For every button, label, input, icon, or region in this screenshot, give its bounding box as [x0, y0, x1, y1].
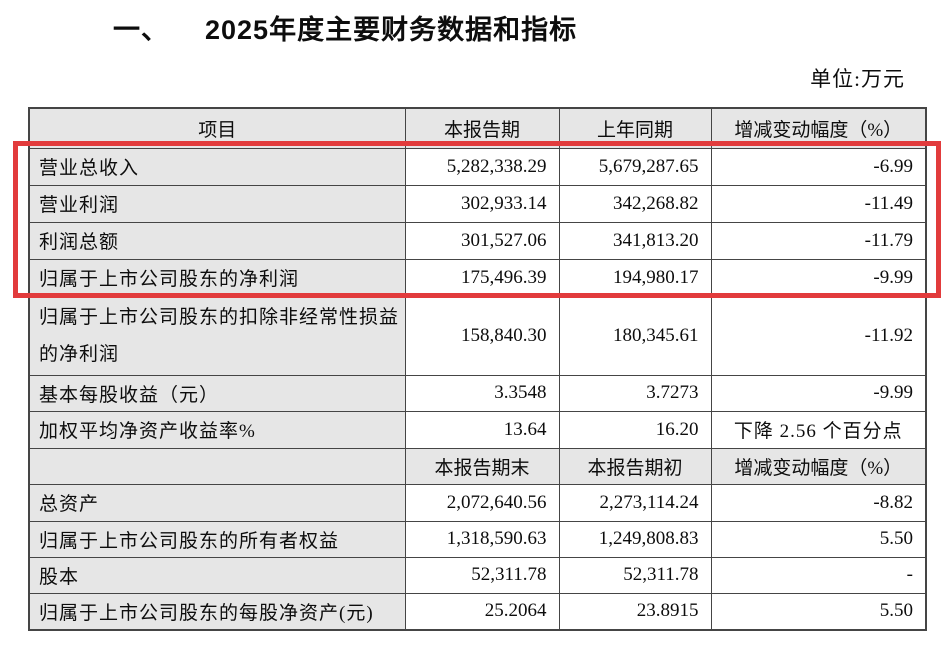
- section-title-text: 2025年度主要财务数据和指标: [205, 15, 578, 45]
- table-row: 股本 52,311.78 52,311.78 -: [28, 556, 927, 594]
- header-item: 项目: [28, 107, 406, 149]
- row-prior-value: 180,345.61: [558, 295, 712, 376]
- financial-data-table: 项目 本报告期 上年同期 增减变动幅度（%） 营业总收入 5,282,338.2…: [28, 107, 927, 632]
- row-prior-value: 194,980.17: [558, 258, 712, 297]
- row-label: 营业总收入: [28, 147, 406, 186]
- table-row: 归属于上市公司股东的净利润 175,496.39 194,980.17 -9.9…: [28, 258, 927, 297]
- row-current-value: 13.64: [404, 410, 560, 449]
- row-prior-value: 16.20: [558, 410, 712, 449]
- table-row: 归属于上市公司股东的每股净资产(元) 25.2064 23.8915 5.50: [28, 592, 927, 631]
- row-label: 归属于上市公司股东的扣除非经常性损益的净利润: [28, 295, 406, 376]
- table-row: 加权平均净资产收益率% 13.64 16.20 下降 2.56 个百分点: [28, 410, 927, 449]
- row-change-value: 5.50: [710, 592, 927, 631]
- row-change-value: -11.79: [710, 221, 927, 260]
- section-title: 一、 2025年度主要财务数据和指标: [113, 14, 577, 46]
- row-current-value: 158,840.30: [404, 295, 560, 376]
- row-change-value: 下降 2.56 个百分点: [710, 410, 927, 449]
- header-prior-period: 上年同期: [558, 107, 712, 149]
- header-period-end: 本报告期末: [404, 447, 560, 485]
- row-label: 加权平均净资产收益率%: [28, 410, 406, 449]
- row-current-value: 1,318,590.63: [404, 520, 560, 558]
- row-change-value: 5.50: [710, 520, 927, 558]
- row-label: 归属于上市公司股东的所有者权益: [28, 520, 406, 558]
- row-change-value: -: [710, 556, 927, 594]
- table-header-row-period: 项目 本报告期 上年同期 增减变动幅度（%）: [28, 107, 927, 149]
- row-label: 利润总额: [28, 221, 406, 260]
- row-prior-value: 341,813.20: [558, 221, 712, 260]
- row-prior-value: 2,273,114.24: [558, 483, 712, 522]
- table-row: 基本每股收益（元） 3.3548 3.7273 -9.99: [28, 374, 927, 412]
- row-label: 基本每股收益（元）: [28, 374, 406, 412]
- row-label: 总资产: [28, 483, 406, 522]
- unit-label: 单位:万元: [810, 67, 905, 91]
- table-row: 归属于上市公司股东的扣除非经常性损益的净利润 158,840.30 180,34…: [28, 295, 927, 376]
- header-change-pct: 增减变动幅度（%）: [710, 447, 927, 485]
- row-change-value: -11.92: [710, 295, 927, 376]
- row-current-value: 25.2064: [404, 592, 560, 631]
- row-prior-value: 3.7273: [558, 374, 712, 412]
- table-row: 归属于上市公司股东的所有者权益 1,318,590.63 1,249,808.8…: [28, 520, 927, 558]
- row-prior-value: 5,679,287.65: [558, 147, 712, 186]
- row-current-value: 3.3548: [404, 374, 560, 412]
- row-change-value: -9.99: [710, 258, 927, 297]
- row-prior-value: 342,268.82: [558, 184, 712, 223]
- row-current-value: 301,527.06: [404, 221, 560, 260]
- header-change-pct: 增减变动幅度（%）: [710, 107, 927, 149]
- table-row: 营业利润 302,933.14 342,268.82 -11.49: [28, 184, 927, 223]
- row-label: 股本: [28, 556, 406, 594]
- header-current-period: 本报告期: [404, 107, 560, 149]
- row-change-value: -11.49: [710, 184, 927, 223]
- row-label: 归属于上市公司股东的每股净资产(元): [28, 592, 406, 631]
- row-prior-value: 1,249,808.83: [558, 520, 712, 558]
- section-number: 一、: [113, 15, 169, 45]
- row-change-value: -9.99: [710, 374, 927, 412]
- row-prior-value: 52,311.78: [558, 556, 712, 594]
- table-header-row-point: 本报告期末 本报告期初 增减变动幅度（%）: [28, 447, 927, 485]
- header-item-blank: [28, 447, 406, 485]
- row-change-value: -8.82: [710, 483, 927, 522]
- row-label: 营业利润: [28, 184, 406, 223]
- row-current-value: 2,072,640.56: [404, 483, 560, 522]
- row-current-value: 175,496.39: [404, 258, 560, 297]
- row-label: 归属于上市公司股东的净利润: [28, 258, 406, 297]
- table-row: 利润总额 301,527.06 341,813.20 -11.79: [28, 221, 927, 260]
- row-prior-value: 23.8915: [558, 592, 712, 631]
- row-change-value: -6.99: [710, 147, 927, 186]
- table-row: 营业总收入 5,282,338.29 5,679,287.65 -6.99: [28, 147, 927, 186]
- header-period-begin: 本报告期初: [558, 447, 712, 485]
- table-row: 总资产 2,072,640.56 2,273,114.24 -8.82: [28, 483, 927, 522]
- row-current-value: 5,282,338.29: [404, 147, 560, 186]
- row-current-value: 52,311.78: [404, 556, 560, 594]
- row-current-value: 302,933.14: [404, 184, 560, 223]
